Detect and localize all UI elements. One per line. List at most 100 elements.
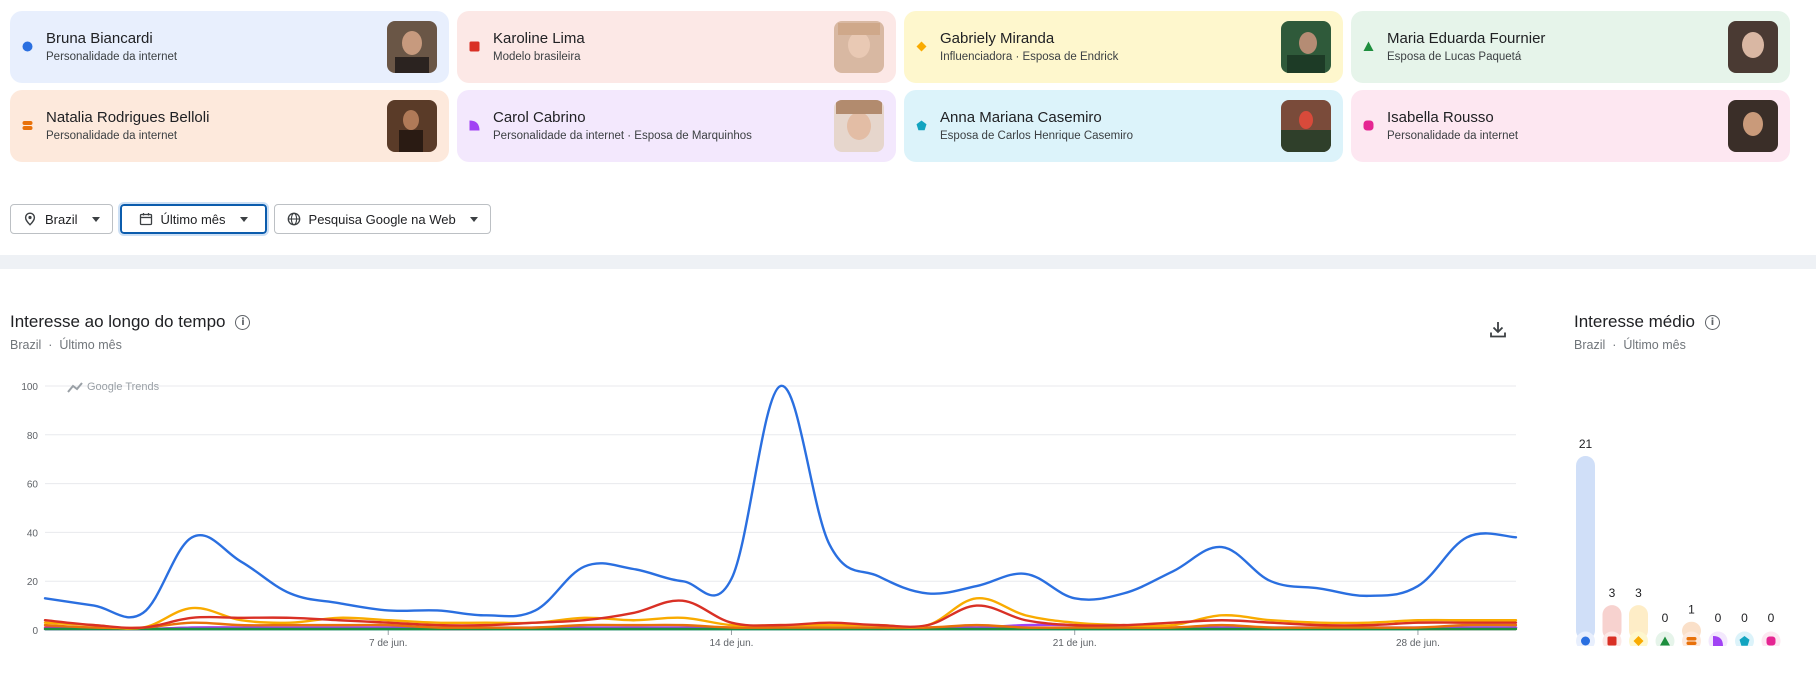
average-subtitle: Brazil · Último mês xyxy=(1574,338,1686,352)
source-filter-label: Pesquisa Google na Web xyxy=(308,211,456,227)
average-bar[interactable] xyxy=(1602,605,1622,640)
y-tick-label: 60 xyxy=(27,480,39,491)
term-name: Gabriely Miranda xyxy=(940,30,1055,47)
rounded-marker-icon xyxy=(1766,636,1776,646)
average-header: Interesse médio i xyxy=(1574,312,1720,332)
x-tick-label: 14 de jun. xyxy=(709,638,753,649)
term-card-karoline-lima[interactable]: Karoline Lima Modelo brasileira xyxy=(457,11,896,83)
over-time-title: Interesse ao longo do tempo xyxy=(10,312,226,331)
caret-down-icon xyxy=(469,216,478,222)
x-tick-label: 28 de jun. xyxy=(1396,638,1440,649)
info-icon[interactable]: i xyxy=(235,314,251,330)
interest-over-time-chart[interactable]: 0 20 40 60 80 100 7 de jun. 14 de jun. 21 de ju… xyxy=(0,370,1530,666)
chart-gridlines xyxy=(45,385,1516,631)
term-description: Esposa de Carlos Henrique Casemiro xyxy=(940,130,1134,142)
x-axis-ticks: 7 de jun. 14 de jun. 21 de jun. 28 de jun. xyxy=(369,630,1440,649)
term-description: Esposa de Lucas Paquetá xyxy=(1387,51,1522,63)
series-line-natalia-rodrigues-belloli[interactable] xyxy=(43,621,1518,630)
diamond-marker-icon xyxy=(916,41,927,52)
term-photo xyxy=(1728,21,1778,73)
bar-value-label: 21 xyxy=(1579,437,1593,451)
term-name: Bruna Biancardi xyxy=(46,30,153,47)
term-name: Isabella Rousso xyxy=(1387,109,1494,126)
download-icon[interactable] xyxy=(1486,318,1510,342)
triangle-marker-icon xyxy=(1363,41,1374,51)
bar-value-label: 0 xyxy=(1662,611,1669,625)
average-interest-chart[interactable]: 21 3 3 0 1 0 0 0 xyxy=(1560,420,1796,646)
term-card-bruna-biancardi[interactable]: Bruna Biancardi Personalidade da interne… xyxy=(10,11,449,83)
period-filter-label: Último mês xyxy=(160,211,226,227)
period-filter[interactable]: Último mês xyxy=(117,202,269,236)
term-description: Personalidade da internet xyxy=(46,51,178,63)
series-line-bruna-biancardi[interactable] xyxy=(43,384,1518,619)
term-cards: Bruna Biancardi Personalidade da interne… xyxy=(10,11,1790,162)
pill-marker-icon xyxy=(1686,637,1697,645)
location-pin-icon xyxy=(24,212,36,226)
term-name: Carol Cabrino xyxy=(493,109,586,126)
term-description: Modelo brasileira xyxy=(493,51,581,63)
caret-down-icon xyxy=(91,216,100,222)
term-photo xyxy=(1281,21,1331,73)
rounded-square-marker-icon xyxy=(1363,120,1374,131)
term-card-natalia-rodrigues-belloli[interactable]: Natalia Rodrigues Belloli Personalidade … xyxy=(10,90,449,162)
bar-value-label: 1 xyxy=(1688,603,1695,617)
x-tick-label: 7 de jun. xyxy=(369,638,407,649)
over-time-subtitle: Brazil · Último mês xyxy=(10,338,122,352)
over-time-header: Interesse ao longo do tempo i xyxy=(10,312,251,332)
bar-value-label: 3 xyxy=(1609,586,1616,600)
pentagon-marker-icon xyxy=(1739,636,1750,646)
subtitle-location: Brazil xyxy=(10,338,42,352)
caret-down-icon xyxy=(239,216,248,222)
term-name: Natalia Rodrigues Belloli xyxy=(46,109,210,126)
leaf-marker-icon xyxy=(1713,636,1723,646)
term-card-isabella-rousso[interactable]: Isabella Rousso Personalidade da interne… xyxy=(1351,90,1790,162)
pill-marker-icon xyxy=(22,121,33,130)
subtitle-separator: · xyxy=(44,338,60,352)
y-tick-label: 80 xyxy=(27,431,39,442)
term-card-gabriely-miranda[interactable]: Gabriely Miranda Influenciadora · Esposa… xyxy=(904,11,1343,83)
y-tick-label: 0 xyxy=(32,626,38,637)
term-description: Personalidade da internet xyxy=(46,130,178,142)
square-marker-icon xyxy=(469,41,480,52)
term-card-carol-cabrino[interactable]: Carol Cabrino Personalidade da internet … xyxy=(457,90,896,162)
term-photo xyxy=(834,21,884,73)
subtitle-separator: · xyxy=(1608,338,1624,352)
circle-marker-icon xyxy=(1581,636,1590,646)
location-filter-label: Brazil xyxy=(45,211,78,227)
term-photo xyxy=(387,21,437,73)
diamond-marker-icon xyxy=(1633,636,1644,646)
square-marker-icon xyxy=(1607,636,1617,646)
term-name: Maria Eduarda Fournier xyxy=(1387,30,1546,47)
term-photo xyxy=(1728,100,1778,152)
trend-logo-icon xyxy=(67,382,83,393)
location-filter[interactable]: Brazil xyxy=(10,204,113,234)
y-axis-ticks: 0 20 40 60 80 100 xyxy=(21,382,38,637)
term-description: Personalidade da internet xyxy=(1387,130,1519,142)
info-icon[interactable]: i xyxy=(1704,314,1720,330)
y-tick-label: 40 xyxy=(27,528,39,539)
term-card-maria-eduarda-fournier[interactable]: Maria Eduarda Fournier Esposa de Lucas P… xyxy=(1351,11,1790,83)
triangle-marker-icon xyxy=(1660,636,1670,646)
globe-icon xyxy=(287,212,300,226)
chart-series xyxy=(43,384,1518,631)
average-bar[interactable] xyxy=(1629,605,1648,640)
term-card-anna-mariana-casemiro[interactable]: Anna Mariana Casemiro Esposa de Carlos H… xyxy=(904,90,1343,162)
source-filter[interactable]: Pesquisa Google na Web xyxy=(273,204,491,234)
average-bar[interactable] xyxy=(1576,456,1595,640)
subtitle-period: Último mês xyxy=(1623,338,1686,352)
series-line-karoline-lima[interactable] xyxy=(43,599,1518,630)
x-tick-label: 21 de jun. xyxy=(1053,638,1097,649)
term-name: Karoline Lima xyxy=(493,30,585,47)
watermark: Google Trends xyxy=(67,381,160,393)
bar-value-label: 0 xyxy=(1741,611,1748,625)
pentagon-marker-icon xyxy=(916,120,927,131)
leaf-marker-icon xyxy=(469,120,480,131)
subtitle-period: Último mês xyxy=(59,338,122,352)
term-photo xyxy=(834,100,884,152)
term-description: Personalidade da internet · Esposa de Ma… xyxy=(493,130,752,142)
filter-bar: Brazil Último mês Pesquisa Google na Web xyxy=(10,202,491,236)
bar-value-label: 0 xyxy=(1715,611,1722,625)
term-photo xyxy=(1281,100,1331,152)
term-photo xyxy=(387,100,437,152)
circle-marker-icon xyxy=(22,41,33,52)
